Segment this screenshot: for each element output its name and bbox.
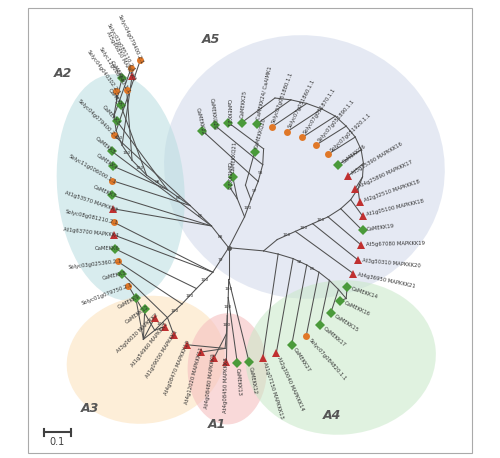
Text: 85: 85 [310,267,316,271]
Text: 100: 100 [135,166,143,169]
Text: A4: A4 [322,409,341,422]
Text: A1: A1 [208,418,227,431]
Text: CaMEKK14: CaMEKK14 [350,286,379,300]
Text: CaMEKK1: CaMEKK1 [106,87,126,110]
Text: Solyc07g051860.1.1: Solyc07g051860.1.1 [287,78,316,129]
Text: CaMEKK13: CaMEKK13 [235,367,242,396]
Text: CaMEKK6: CaMEKK6 [94,246,120,251]
Text: CaMEKK21: CaMEKK21 [226,99,230,127]
Ellipse shape [164,35,445,299]
Text: 100: 100 [115,136,123,140]
Text: CaMEKK12: CaMEKK12 [248,366,258,395]
Text: CaMEKKQ6: CaMEKKQ6 [340,142,366,164]
Text: Solyc08g081210.2.1: Solyc08g081210.2.1 [64,209,119,226]
Text: CaMEKK16: CaMEKK16 [343,300,370,317]
Text: Solyc11g006000.1.1: Solyc11g006000.1.1 [68,153,117,185]
Text: Solyc04g040302.2.1: Solyc04g040302.2.1 [85,49,121,96]
Text: 100: 100 [300,225,308,229]
Text: 100: 100 [244,206,252,210]
Text: CaMEKK3: CaMEKK3 [102,270,127,281]
Ellipse shape [246,280,436,435]
Text: At5g55390 MAPKKK16: At5g55390 MAPKKK16 [350,141,404,176]
Ellipse shape [56,74,184,300]
Text: At1g09000 MAPKKK1: At1g09000 MAPKKK1 [144,330,178,379]
Text: At1g07150 MAPKKK13: At1g07150 MAPKKK13 [262,362,283,420]
Text: A3: A3 [81,402,100,415]
Text: CaMEKK12: CaMEKK12 [124,304,150,324]
Text: At4g36950 MAPKKK21: At4g36950 MAPKKK21 [358,272,416,289]
Text: At4g12020 MAPKKK11: At4g12020 MAPKKK11 [184,347,204,405]
Text: Solyc03g025360.2.1: Solyc03g025360.2.1 [68,258,122,270]
Text: CaMEKK17: CaMEKK17 [322,326,346,348]
Text: 100: 100 [224,305,232,309]
Text: 100: 100 [222,323,231,327]
Text: A2: A2 [54,67,72,81]
Text: CaMEKK4: CaMEKK4 [95,153,118,171]
Text: Solyc07g051890.1.1: Solyc07g051890.1.1 [317,98,356,143]
Text: 100: 100 [157,322,165,326]
Text: At1g63700 MAPKKK4: At1g63700 MAPKKK4 [63,227,118,238]
Text: CaMEKK8: CaMEKK8 [102,104,121,126]
Text: Solyc04g079400.2.1: Solyc04g079400.2.1 [76,98,119,140]
Text: Solyc02g085110.2.1: Solyc02g085110.2.1 [105,23,136,73]
Text: At5g66850 MAPKKK5: At5g66850 MAPKKK5 [105,31,136,82]
Text: A5: A5 [202,33,220,46]
Ellipse shape [188,313,267,425]
Text: 100: 100 [185,294,194,298]
Text: Solyc07g084820.1.1: Solyc07g084820.1.1 [308,338,347,382]
Text: 98: 98 [154,180,160,185]
Text: Solyc04g079400.2.1: Solyc04g079400.2.1 [116,14,144,65]
Text: At3g50310 MAPKKK20: At3g50310 MAPKKK20 [362,258,421,268]
Text: CaMEKK2: CaMEKK2 [109,60,126,83]
Text: CaMEKKQ21: CaMEKKQ21 [230,140,237,173]
Text: 88: 88 [218,235,223,239]
Text: 0.1: 0.1 [50,437,65,447]
Text: Solyc12g088940.1.1: Solyc12g088940.1.1 [98,47,131,95]
Text: CaMEKK5: CaMEKK5 [94,136,116,156]
Text: At1g53570 MAPKKK3: At1g53570 MAPKKK3 [64,190,118,213]
Text: 92: 92 [297,260,302,264]
Text: CaMEKK19: CaMEKK19 [366,224,395,232]
Text: At1g05100 MAPKKK18: At1g05100 MAPKKK18 [366,199,425,218]
Text: 100: 100 [123,151,131,155]
Text: CaMEKK22: CaMEKK22 [195,107,206,136]
Text: 86: 86 [198,214,203,218]
Text: At3g06030 MAPKKK2: At3g06030 MAPKKK2 [116,313,160,354]
Text: Solyc07g051870.1.1: Solyc07g051870.1.1 [302,87,337,135]
Text: At2g30040 MAPKKK14: At2g30040 MAPKKK14 [276,356,304,412]
Text: CaMEKK7: CaMEKK7 [92,185,117,199]
Text: 100: 100 [200,278,209,283]
Text: CaMEKK24/ CaAIMK1: CaMEKK24/ CaAIMK1 [256,65,272,120]
Text: At4g08450 MAPKKK8: At4g08450 MAPKKK8 [223,357,229,413]
Text: CaMEKK25: CaMEKK25 [240,90,248,118]
Text: At5g67080 MAPKKK19: At5g67080 MAPKKK19 [366,241,424,247]
Text: Solyc07g051920.1.1: Solyc07g051920.1.1 [330,112,372,153]
Text: At4g25890 MAPKKK17: At4g25890 MAPKKK17 [358,160,414,189]
Text: Solyc07g051880.1.1: Solyc07g051880.1.1 [271,71,294,124]
Text: At4g08470 MAPKKK10: At4g08470 MAPKKK10 [164,340,192,396]
Ellipse shape [66,296,224,424]
Text: 93: 93 [258,171,263,175]
Text: Solyc01g079750.2.1: Solyc01g079750.2.1 [81,282,134,306]
Text: CaMEKKQ20: CaMEKKQ20 [254,116,266,149]
Text: At1g54960 MAPKKK1: At1g54960 MAPKKK1 [130,322,170,368]
Text: At4g08480 MAPKKK9: At4g08480 MAPKKK9 [204,354,217,409]
Text: 80: 80 [176,196,182,200]
Text: At2g32510 MAPKKK18: At2g32510 MAPKKK18 [364,179,420,203]
Text: CaMEKK15: CaMEKK15 [333,313,359,333]
Text: 100: 100 [170,309,179,313]
Text: 100: 100 [316,218,324,222]
Text: 79: 79 [218,258,224,262]
Text: CaMEKKQ20: CaMEKKQ20 [209,98,218,130]
Text: 97: 97 [252,189,258,192]
Text: CaMEKK27: CaMEKK27 [292,347,312,374]
Text: 100: 100 [224,287,232,290]
Text: CaMEKK9: CaMEKK9 [116,293,141,310]
Text: CaMEKK23: CaMEKK23 [226,162,231,190]
Text: 100: 100 [282,234,290,237]
